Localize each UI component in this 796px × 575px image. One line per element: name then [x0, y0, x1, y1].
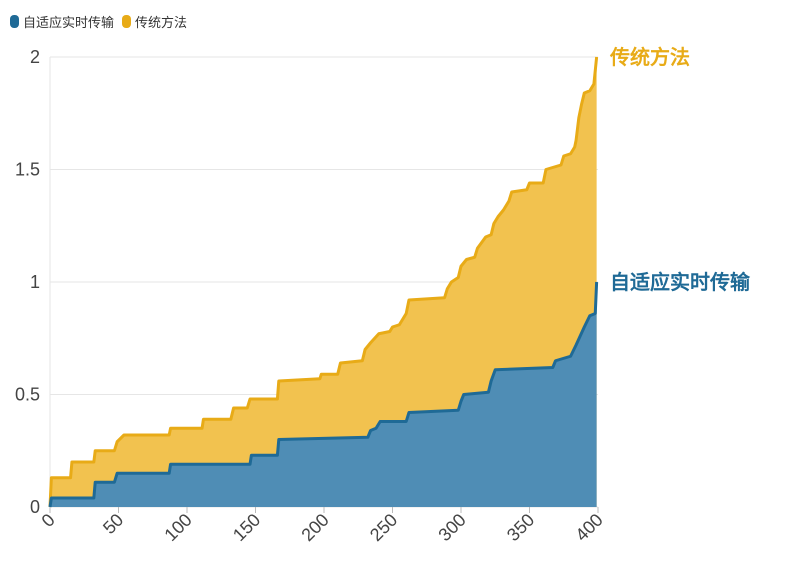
x-tick-label: 100 — [160, 510, 195, 545]
x-tick-label: 200 — [297, 510, 332, 545]
series-areas — [48, 56, 599, 508]
y-axis: 0 0.5 1 1.5 2 — [15, 47, 40, 517]
y-tick-label: 2 — [30, 47, 40, 67]
x-tick-label: 0 — [38, 510, 59, 531]
legend: 自适应实时传输 传统方法 — [10, 12, 195, 31]
x-tick-label: 50 — [99, 510, 127, 538]
y-tick-label: 0 — [30, 497, 40, 517]
end-label-0: 传统方法 — [609, 45, 690, 69]
y-tick-label: 1 — [30, 272, 40, 292]
series-line-1[interactable] — [48, 56, 599, 508]
legend-swatch-traditional — [122, 15, 132, 28]
area-fill-series-0 — [50, 282, 597, 507]
x-tick-label: 150 — [229, 510, 264, 545]
legend-label-adaptive: 自适应实时传输 — [23, 15, 115, 30]
series-line-0[interactable] — [48, 281, 599, 508]
legend-swatch-adaptive — [10, 15, 19, 28]
x-tick-label: 350 — [503, 510, 538, 545]
area-fill-series-1 — [50, 57, 597, 507]
x-tick-label: 250 — [366, 510, 401, 545]
legend-item-adaptive[interactable]: 自适应实时传输 — [10, 12, 114, 31]
legend-label-traditional: 传统方法 — [135, 15, 188, 30]
end-label-1: 自适应实时传输 — [610, 270, 751, 294]
x-tick-label: 400 — [571, 510, 606, 545]
legend-item-traditional[interactable]: 传统方法 — [122, 12, 187, 31]
x-tick-label: 300 — [434, 510, 469, 545]
x-axis: 0 50 100 150 200 250 300 350 400 — [38, 507, 607, 545]
y-tick-label: 1.5 — [15, 160, 40, 180]
y-tick-label: 0.5 — [15, 385, 40, 405]
